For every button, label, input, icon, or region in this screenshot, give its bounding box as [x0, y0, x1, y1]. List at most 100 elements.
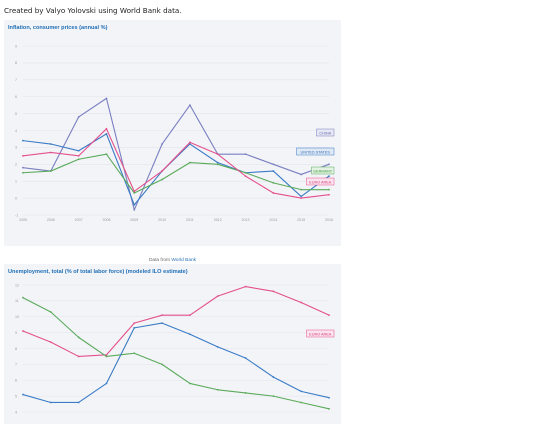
data-point[interactable]: [189, 382, 191, 385]
data-point[interactable]: [272, 376, 275, 378]
data-point[interactable]: [300, 197, 303, 200]
data-point[interactable]: [328, 314, 330, 317]
data-point[interactable]: [49, 311, 52, 313]
data-point[interactable]: [272, 163, 275, 166]
data-point[interactable]: [328, 163, 330, 166]
data-point[interactable]: [272, 170, 275, 172]
data-point[interactable]: [49, 151, 52, 154]
data-point[interactable]: [105, 153, 108, 156]
data-point[interactable]: [105, 132, 108, 135]
data-point[interactable]: [49, 170, 52, 172]
data-point[interactable]: [161, 170, 163, 172]
chart-source: Data from World Bank: [4, 258, 341, 263]
series-line-euro-area[interactable]: [22, 286, 330, 357]
data-point[interactable]: [328, 193, 330, 196]
series-line-united-states[interactable]: [22, 133, 330, 206]
data-point[interactable]: [161, 314, 163, 317]
data-point[interactable]: [77, 158, 80, 161]
x-tick-label: 2010: [158, 218, 166, 222]
data-point[interactable]: [244, 171, 247, 174]
y-tick-label: 5: [15, 394, 17, 398]
data-point[interactable]: [300, 173, 303, 176]
data-point[interactable]: [216, 346, 219, 348]
data-point[interactable]: [161, 322, 163, 324]
data-point[interactable]: [133, 322, 136, 324]
x-tick-label: 2009: [130, 218, 138, 222]
data-point[interactable]: [49, 341, 52, 344]
data-point[interactable]: [22, 166, 24, 169]
data-point[interactable]: [105, 355, 108, 358]
data-point[interactable]: [272, 192, 275, 194]
y-tick-label: 12: [15, 283, 19, 287]
data-point[interactable]: [133, 190, 136, 193]
data-point[interactable]: [105, 382, 108, 385]
x-tick-label: 2012: [214, 218, 222, 222]
data-point[interactable]: [22, 139, 24, 142]
data-point[interactable]: [133, 192, 136, 194]
data-point[interactable]: [272, 290, 275, 293]
y-tick-label: -1: [15, 213, 18, 217]
data-point[interactable]: [161, 143, 163, 145]
series-line-unlabeled-1[interactable]: [22, 297, 330, 410]
data-point[interactable]: [244, 392, 247, 394]
data-point[interactable]: [49, 401, 52, 404]
data-point[interactable]: [244, 357, 247, 359]
data-point[interactable]: [22, 330, 24, 332]
series-line-china[interactable]: [22, 97, 330, 211]
data-point[interactable]: [328, 188, 330, 191]
data-point[interactable]: [77, 154, 80, 157]
data-point[interactable]: [49, 143, 52, 145]
data-point[interactable]: [105, 127, 108, 130]
data-point[interactable]: [244, 153, 247, 156]
data-point[interactable]: [300, 188, 303, 191]
series-tag-euro-area: EURO AREA: [306, 329, 335, 338]
data-point[interactable]: [300, 301, 303, 304]
world-bank-link[interactable]: World Bank: [171, 258, 197, 263]
y-tick-label: 4: [15, 410, 17, 414]
data-point[interactable]: [189, 161, 191, 164]
data-point[interactable]: [300, 401, 303, 404]
data-point[interactable]: [77, 355, 80, 358]
data-point[interactable]: [189, 333, 191, 336]
data-point[interactable]: [22, 154, 24, 157]
data-point[interactable]: [105, 97, 108, 100]
data-point[interactable]: [77, 116, 80, 118]
data-point[interactable]: [272, 181, 275, 184]
data-point[interactable]: [133, 203, 136, 206]
data-point[interactable]: [244, 285, 247, 288]
data-point[interactable]: [161, 363, 163, 366]
data-point[interactable]: [22, 296, 24, 299]
data-point[interactable]: [300, 390, 303, 393]
data-point[interactable]: [244, 175, 247, 178]
data-point[interactable]: [22, 393, 24, 396]
data-point[interactable]: [189, 141, 191, 144]
data-point[interactable]: [216, 388, 219, 391]
data-point[interactable]: [272, 395, 275, 398]
data-point[interactable]: [77, 336, 80, 339]
data-point[interactable]: [77, 401, 80, 404]
data-point[interactable]: [133, 352, 136, 355]
y-tick-label: 6: [15, 95, 17, 99]
series-line-unlabeled-2[interactable]: [22, 322, 330, 404]
data-point[interactable]: [105, 353, 108, 356]
data-point[interactable]: [133, 326, 136, 329]
data-point[interactable]: [328, 175, 330, 178]
data-point[interactable]: [216, 295, 219, 298]
data-point[interactable]: [22, 171, 24, 174]
data-point[interactable]: [77, 149, 80, 152]
data-point[interactable]: [189, 314, 191, 317]
data-point[interactable]: [328, 407, 330, 410]
inflation-chart-panel: Inflation, consumer prices (annual %) -1…: [4, 20, 341, 263]
y-tick-label: 4: [15, 129, 17, 133]
data-point[interactable]: [133, 209, 136, 211]
data-point[interactable]: [189, 104, 191, 107]
series-line-euro-area[interactable]: [22, 128, 330, 199]
x-tick-label: 2015: [297, 218, 305, 222]
data-point[interactable]: [161, 178, 163, 181]
data-point[interactable]: [216, 163, 219, 166]
data-point[interactable]: [216, 161, 219, 164]
data-point[interactable]: [328, 396, 330, 399]
data-point[interactable]: [216, 153, 219, 156]
series-line-germany[interactable]: [22, 153, 329, 194]
data-point[interactable]: [300, 195, 303, 198]
